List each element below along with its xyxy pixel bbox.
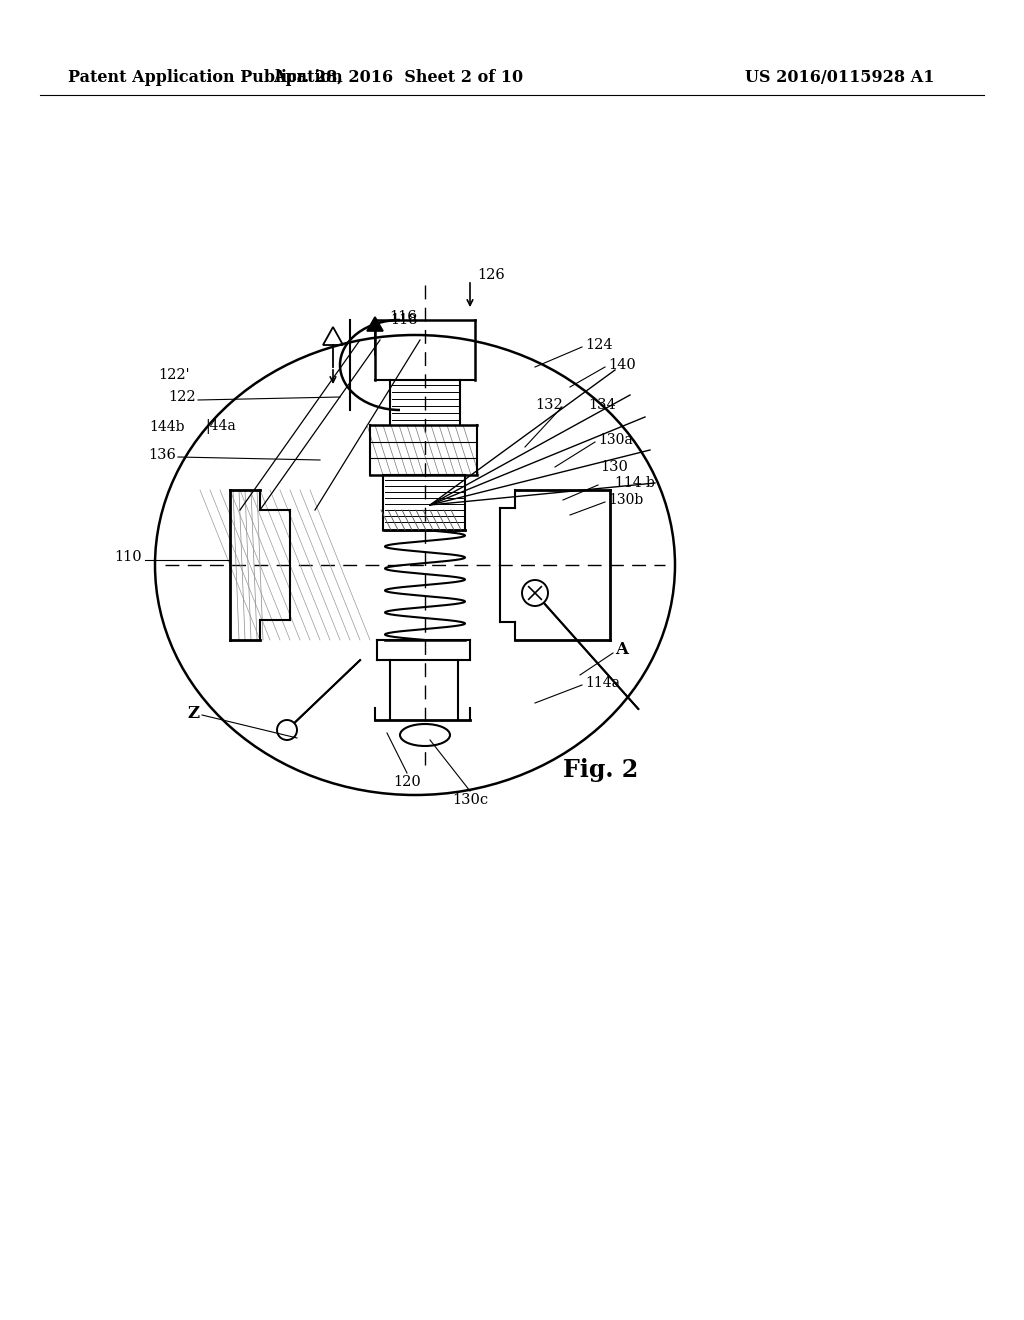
Text: Apr. 28, 2016  Sheet 2 of 10: Apr. 28, 2016 Sheet 2 of 10 <box>273 70 523 87</box>
Text: 132: 132 <box>536 399 563 412</box>
Text: Patent Application Publication: Patent Application Publication <box>68 70 343 87</box>
Text: 130b: 130b <box>608 492 643 507</box>
Text: 124: 124 <box>585 338 612 352</box>
Text: 130: 130 <box>600 459 628 474</box>
Text: Z: Z <box>187 705 200 722</box>
Text: 122': 122' <box>159 368 190 381</box>
Text: 136: 136 <box>148 447 176 462</box>
Polygon shape <box>367 317 383 331</box>
Text: 122: 122 <box>168 389 196 404</box>
Text: 134: 134 <box>588 399 615 412</box>
Circle shape <box>522 579 548 606</box>
Text: 120: 120 <box>393 775 421 789</box>
Text: 118: 118 <box>390 313 418 327</box>
Text: 130a: 130a <box>598 433 633 447</box>
Text: A: A <box>615 642 628 659</box>
Text: 110: 110 <box>115 550 142 564</box>
Circle shape <box>278 719 297 741</box>
Text: 114a: 114a <box>585 676 620 690</box>
Ellipse shape <box>400 723 450 746</box>
Text: |44a: |44a <box>205 420 236 434</box>
Text: Fig. 2: Fig. 2 <box>563 758 638 781</box>
Ellipse shape <box>155 335 675 795</box>
Text: 116: 116 <box>389 310 417 323</box>
Text: 140: 140 <box>608 358 636 372</box>
Text: US 2016/0115928 A1: US 2016/0115928 A1 <box>745 70 935 87</box>
Text: 114 b: 114 b <box>615 477 655 490</box>
Text: 126: 126 <box>477 268 505 282</box>
Text: 130c: 130c <box>452 793 488 807</box>
Text: 144b: 144b <box>150 420 185 434</box>
